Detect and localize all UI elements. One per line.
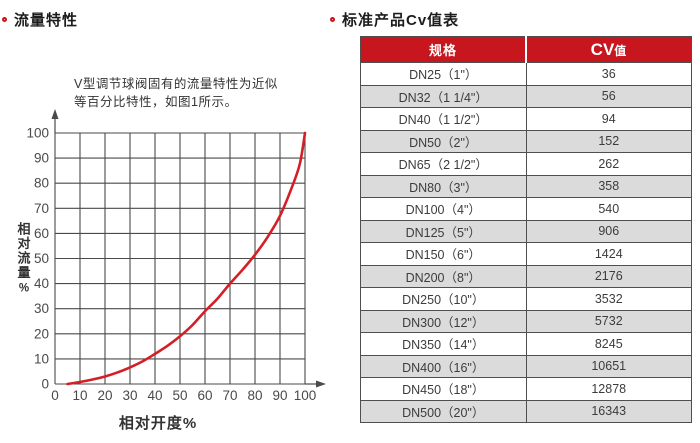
- spec-cell: DN200（8"）: [360, 264, 527, 288]
- table-row: DN80（3"） 358: [360, 174, 692, 198]
- cv-value-cell: 3532: [525, 287, 692, 311]
- section-bullet-icon: [2, 17, 7, 22]
- x-tick-label: 0: [51, 388, 59, 403]
- spec-cell: DN450（18"）: [360, 377, 527, 401]
- spec-cell: DN50（2"）: [360, 129, 527, 153]
- x-tick-label: 80: [247, 388, 262, 403]
- cv-value-cell: 1424: [525, 242, 692, 266]
- cv-value-cell: 16343: [525, 399, 692, 423]
- y-axis-arrow-icon: [51, 109, 59, 119]
- spec-cell: DN400（16"）: [360, 354, 527, 378]
- spec-cell: DN500（20"）: [360, 399, 527, 423]
- cv-value-cell: 94: [525, 107, 692, 131]
- chart-annotation: V型调节球阀固有的流量特性为近似 等百分比特性，如图1所示。: [74, 76, 278, 112]
- x-tick-label: 50: [172, 388, 187, 403]
- cv-value-cell: 262: [525, 152, 692, 176]
- x-tick-label: 100: [294, 388, 317, 403]
- x-tick-label: 30: [122, 388, 137, 403]
- table-row: DN300（12"） 5732: [360, 309, 692, 333]
- table-row: DN25（1"） 36: [360, 62, 692, 86]
- cv-value-cell: 56: [525, 84, 692, 108]
- table-row: DN50（2"） 152: [360, 129, 692, 153]
- table-row: DN450（18"） 12878: [360, 377, 692, 401]
- table-row: DN100（4"） 540: [360, 197, 692, 221]
- spec-cell: DN100（4"）: [360, 197, 527, 221]
- y-tick-label: 0: [41, 377, 49, 392]
- cv-table-container: 规格 CV值 DN25（1"） 36 DN32（1 1/4"） 56 DN40（1 1/…: [360, 36, 692, 423]
- y-tick-label: 80: [34, 176, 49, 191]
- spec-cell: DN150（6"）: [360, 242, 527, 266]
- x-axis-arrow-icon: [316, 380, 326, 388]
- annotation-line-2: 等百分比特性，如图1所示。: [74, 94, 238, 109]
- col-header-cv-main: CV: [590, 39, 615, 59]
- cv-value-cell: 540: [525, 197, 692, 221]
- cv-value-cell: 906: [525, 219, 692, 243]
- table-row: DN400（16"） 10651: [360, 354, 692, 378]
- cv-value-cell: 12878: [525, 377, 692, 401]
- section-title-text: 流量特性: [14, 12, 79, 29]
- table-row: DN65（2 1/2"） 262: [360, 152, 692, 176]
- cv-value-cell: 8245: [525, 332, 692, 356]
- y-tick-label: 50: [34, 251, 49, 266]
- cv-value-cell: 358: [525, 174, 692, 198]
- y-tick-label: 10: [34, 351, 49, 366]
- cv-table-title: 标准产品Cv值表: [330, 9, 459, 30]
- table-row: DN250（10"） 3532: [360, 287, 692, 311]
- table-row: DN40（1 1/2"） 94: [360, 107, 692, 131]
- flow-curve: [66, 131, 307, 386]
- table-row: DN350（14"） 8245: [360, 332, 692, 356]
- cv-value-cell: 5732: [525, 309, 692, 333]
- spec-cell: DN25（1"）: [360, 62, 527, 86]
- spec-cell: DN125（5"）: [360, 219, 527, 243]
- x-axis-label: 相对开度%: [119, 414, 197, 432]
- cv-value-cell: 10651: [525, 354, 692, 378]
- x-tick-label: 60: [197, 388, 212, 403]
- x-tick-label: 40: [147, 388, 162, 403]
- spec-cell: DN300（12"）: [360, 309, 527, 333]
- y-axis-label-char: 相: [17, 222, 30, 237]
- cv-value-cell: 152: [525, 129, 692, 153]
- spec-cell: DN40（1 1/2"）: [360, 107, 527, 131]
- y-tick-label: 90: [34, 151, 49, 166]
- y-axis-label-char: 流: [17, 251, 30, 266]
- cv-table: 规格 CV值 DN25（1"） 36 DN32（1 1/4"） 56 DN40（1 1/…: [360, 36, 692, 423]
- col-header-cv: CV值: [525, 36, 692, 63]
- spec-cell: DN65（2 1/2"）: [360, 152, 527, 176]
- y-axis-label-char: 量: [17, 265, 30, 280]
- table-header-row: 规格 CV值: [360, 36, 692, 63]
- spec-cell: DN250（10"）: [360, 287, 527, 311]
- flow-chart-svg: 0 10 20 30 40 50 60 70 80 90 100 0 10 20 30 40 50 60 70 80 9…: [17, 109, 326, 432]
- table-row: DN125（5"） 906: [360, 219, 692, 243]
- spec-cell: DN32（1 1/4"）: [360, 84, 527, 108]
- x-tick-label: 20: [97, 388, 112, 403]
- y-axis-label-char: 对: [17, 236, 30, 251]
- section-bullet-icon: [330, 17, 335, 22]
- y-axis-label-char: %: [19, 283, 29, 295]
- y-tick-label: 60: [34, 226, 49, 241]
- y-tick-label: 40: [34, 276, 49, 291]
- spec-cell: DN80（3"）: [360, 174, 527, 198]
- section-title-text: 标准产品Cv值表: [342, 12, 460, 29]
- y-tick-label: 100: [26, 126, 49, 141]
- y-tick-label: 20: [34, 326, 49, 341]
- x-tick-label: 90: [272, 388, 287, 403]
- y-tick-label: 30: [34, 301, 49, 316]
- cv-table-body: DN25（1"） 36 DN32（1 1/4"） 56 DN40（1 1/2"） 94 DN…: [360, 62, 692, 423]
- col-header-spec: 规格: [360, 36, 527, 63]
- table-row: DN32（1 1/4"） 56: [360, 84, 692, 108]
- col-header-cv-sub: 值: [614, 43, 628, 58]
- cv-value-cell: 36: [525, 62, 692, 86]
- x-tick-label: 70: [222, 388, 237, 403]
- annotation-line-1: V型调节球阀固有的流量特性为近似: [74, 77, 278, 91]
- y-tick-label: 70: [34, 201, 49, 216]
- x-tick-label: 10: [72, 388, 87, 403]
- cv-value-cell: 2176: [525, 264, 692, 288]
- table-row: DN200（8"） 2176: [360, 264, 692, 288]
- table-row: DN500（20"） 16343: [360, 399, 692, 423]
- spec-cell: DN350（14"）: [360, 332, 527, 356]
- table-row: DN150（6"） 1424: [360, 242, 692, 266]
- flow-characteristic-title: 流量特性: [2, 9, 78, 30]
